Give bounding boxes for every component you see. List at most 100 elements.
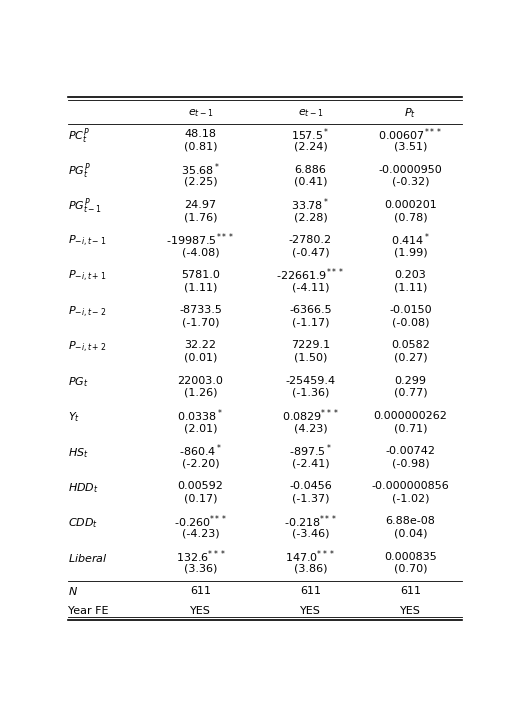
Text: -897.5$^*$: -897.5$^*$ [289,443,332,459]
Text: (-4.23): (-4.23) [182,529,219,539]
Text: 6.886: 6.886 [295,165,327,175]
Text: YES: YES [300,606,321,616]
Text: 611: 611 [300,586,321,596]
Text: (2.24): (2.24) [294,142,327,152]
Text: $N$: $N$ [69,585,78,597]
Text: 33.78$^*$: 33.78$^*$ [292,197,330,213]
Text: YES: YES [400,606,421,616]
Text: 7229.1: 7229.1 [291,341,330,351]
Text: -6366.5: -6366.5 [289,305,332,315]
Text: 22003.0: 22003.0 [178,376,223,386]
Text: (-1.17): (-1.17) [292,317,329,327]
Text: -0.000000856: -0.000000856 [372,481,449,491]
Text: (-4.11): (-4.11) [292,283,329,293]
Text: (-1.70): (-1.70) [182,317,219,327]
Text: (2.28): (2.28) [294,212,327,222]
Text: (-2.41): (-2.41) [292,459,329,469]
Text: 48.18: 48.18 [184,129,217,139]
Text: 5781.0: 5781.0 [181,270,220,280]
Text: (0.17): (0.17) [184,493,217,503]
Text: (-1.02): (-1.02) [392,493,429,503]
Text: 6.88e-08: 6.88e-08 [385,516,436,526]
Text: (-4.08): (-4.08) [182,247,219,257]
Text: -25459.4: -25459.4 [285,376,335,386]
Text: (3.86): (3.86) [294,564,327,574]
Text: (0.71): (0.71) [394,423,427,433]
Text: 0.0582: 0.0582 [391,341,430,351]
Text: 24.97: 24.97 [184,200,217,209]
Text: (-1.36): (-1.36) [292,388,329,398]
Text: -19987.5$^{***}$: -19987.5$^{***}$ [167,231,234,248]
Text: (2.01): (2.01) [184,423,217,433]
Text: 0.0338$^*$: 0.0338$^*$ [178,408,223,424]
Text: 35.68$^*$: 35.68$^*$ [181,161,220,178]
Text: (1.26): (1.26) [184,388,217,398]
Text: (0.81): (0.81) [184,142,217,152]
Text: (1.11): (1.11) [184,283,217,293]
Text: (0.77): (0.77) [394,388,427,398]
Text: (-1.37): (-1.37) [292,493,329,503]
Text: $HS_t$: $HS_t$ [69,446,89,459]
Text: (-0.98): (-0.98) [392,459,429,469]
Text: (1.76): (1.76) [184,212,217,222]
Text: $CDD_t$: $CDD_t$ [69,516,99,530]
Text: (-0.47): (-0.47) [292,247,329,257]
Text: $P_{-i,t+1}$: $P_{-i,t+1}$ [69,269,107,285]
Text: -0.218$^{***}$: -0.218$^{***}$ [284,513,337,530]
Text: 0.414$^*$: 0.414$^*$ [391,231,430,248]
Text: -0.0456: -0.0456 [289,481,332,491]
Text: $P_{-i,t-2}$: $P_{-i,t-2}$ [69,305,107,320]
Text: YES: YES [190,606,211,616]
Text: 0.203: 0.203 [395,270,426,280]
Text: $HDD_t$: $HDD_t$ [69,481,99,495]
Text: 0.000201: 0.000201 [384,200,437,209]
Text: 0.000000262: 0.000000262 [374,411,447,421]
Text: (0.41): (0.41) [294,177,327,187]
Text: $PG_t$: $PG_t$ [69,376,89,389]
Text: (1.99): (1.99) [394,247,427,257]
Text: (2.25): (2.25) [184,177,217,187]
Text: -0.00742: -0.00742 [385,446,436,456]
Text: (-0.08): (-0.08) [392,317,429,327]
Text: 147.0$^{***}$: 147.0$^{***}$ [285,548,335,565]
Text: 157.5$^*$: 157.5$^*$ [291,126,330,143]
Text: -22661.9$^{***}$: -22661.9$^{***}$ [277,267,345,283]
Text: (4.23): (4.23) [294,423,327,433]
Text: -860.4$^*$: -860.4$^*$ [179,443,222,459]
Text: 0.00607$^{***}$: 0.00607$^{***}$ [378,126,442,143]
Text: -8733.5: -8733.5 [179,305,222,315]
Text: (0.27): (0.27) [394,353,427,363]
Text: Year FE: Year FE [69,606,109,616]
Text: 611: 611 [400,586,421,596]
Text: (0.04): (0.04) [394,529,427,539]
Text: 132.6$^{***}$: 132.6$^{***}$ [175,548,225,565]
Text: (-0.32): (-0.32) [392,177,429,187]
Text: (-3.46): (-3.46) [292,529,329,539]
Text: -0.0150: -0.0150 [389,305,432,315]
Text: (3.36): (3.36) [184,564,217,574]
Text: $P_{-i,t-1}$: $P_{-i,t-1}$ [69,234,107,249]
Text: 0.000835: 0.000835 [384,552,437,562]
Text: $PG_{t-1}^P$: $PG_{t-1}^P$ [69,197,103,217]
Text: 611: 611 [190,586,211,596]
Text: -0.0000950: -0.0000950 [379,165,442,175]
Text: $PC_t^P$: $PC_t^P$ [69,126,90,146]
Text: 0.0829$^{***}$: 0.0829$^{***}$ [282,408,339,424]
Text: 32.22: 32.22 [184,341,217,351]
Text: $P_t$: $P_t$ [405,106,416,120]
Text: -2780.2: -2780.2 [289,235,332,245]
Text: $e_{t-1}$: $e_{t-1}$ [298,107,324,119]
Text: 0.00592: 0.00592 [178,481,223,491]
Text: (0.70): (0.70) [394,564,427,574]
Text: $P_{-i,t+2}$: $P_{-i,t+2}$ [69,339,107,355]
Text: (3.51): (3.51) [394,142,427,152]
Text: (0.78): (0.78) [394,212,427,222]
Text: (1.11): (1.11) [394,283,427,293]
Text: $Y_t$: $Y_t$ [69,410,80,425]
Text: -0.260$^{***}$: -0.260$^{***}$ [174,513,227,530]
Text: $e_{t-1}$: $e_{t-1}$ [188,107,213,119]
Text: (0.01): (0.01) [184,353,217,363]
Text: 0.299: 0.299 [394,376,426,386]
Text: (1.50): (1.50) [294,353,327,363]
Text: $PG_t^P$: $PG_t^P$ [69,161,91,181]
